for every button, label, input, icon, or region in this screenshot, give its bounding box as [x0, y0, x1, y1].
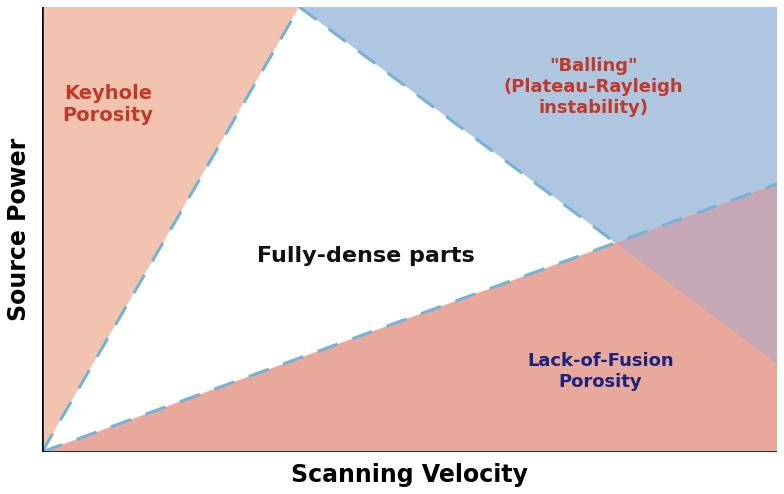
Polygon shape: [299, 7, 777, 243]
Text: Lack-of-Fusion
Porosity: Lack-of-Fusion Porosity: [528, 352, 674, 391]
Y-axis label: Source Power: Source Power: [7, 138, 31, 321]
Text: Fully-dense parts: Fully-dense parts: [256, 246, 474, 266]
Text: Keyhole
Porosity: Keyhole Porosity: [63, 84, 154, 125]
Polygon shape: [42, 7, 299, 452]
Polygon shape: [615, 184, 777, 364]
Text: "Balling"
(Plateau-Rayleigh
instability): "Balling" (Plateau-Rayleigh instability): [503, 57, 683, 117]
Polygon shape: [42, 184, 777, 452]
X-axis label: Scanning Velocity: Scanning Velocity: [291, 463, 528, 487]
